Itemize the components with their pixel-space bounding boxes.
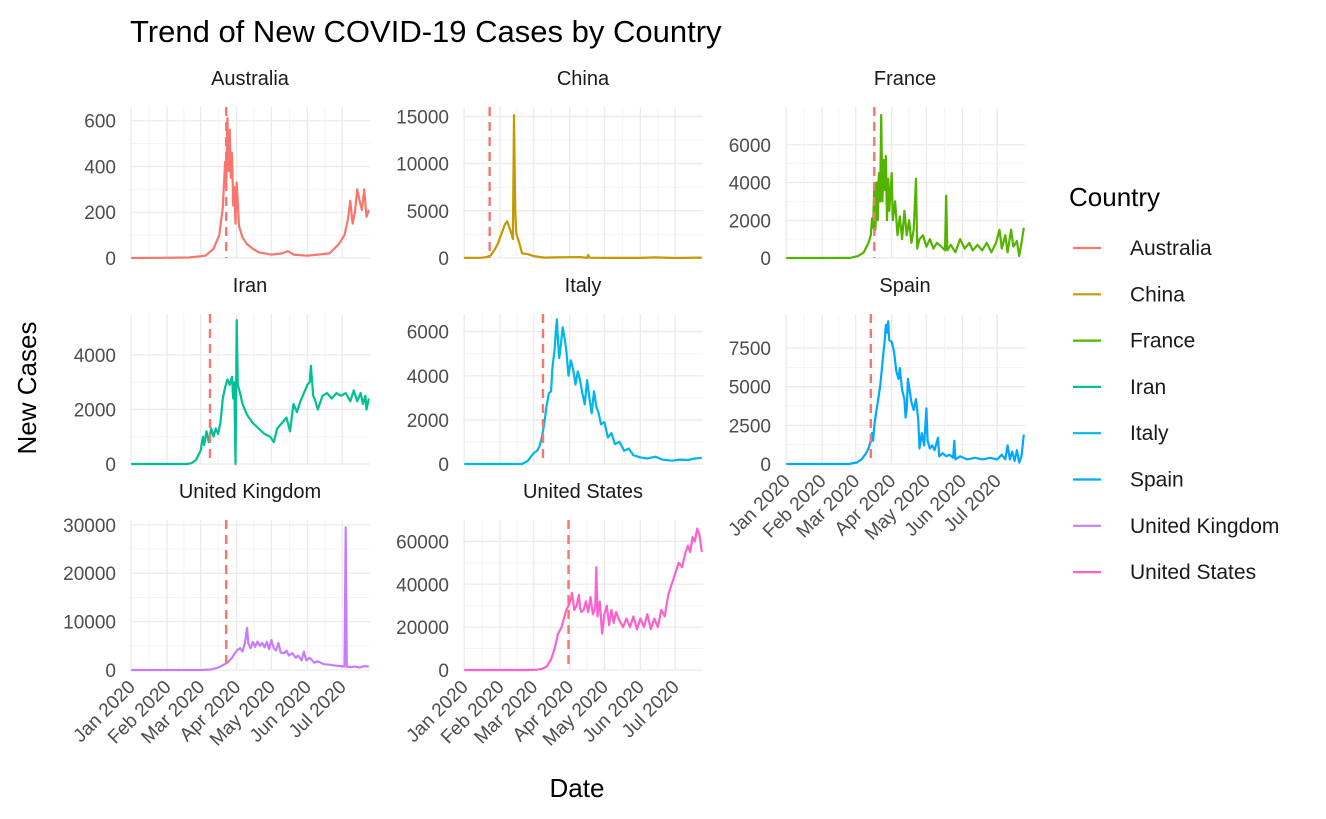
legend: Country Australia China France Iran Italy Spa… (1069, 182, 1279, 584)
y-tick-label: 20000 (63, 564, 116, 585)
panel-iran: Iran 0 2000 4000 (74, 275, 370, 476)
y-tick-label: 2000 (729, 211, 771, 232)
y-tick-label: 30000 (63, 516, 116, 537)
panel-title: Italy (565, 275, 602, 297)
panel-grid (463, 520, 703, 671)
panel-grid (463, 107, 703, 259)
panel-china: China 0 5000 10000 15000 (396, 68, 703, 270)
panel-australia: Australia 0 200 400 600 (84, 68, 370, 270)
y-tick-label: 4000 (74, 346, 116, 367)
y-tick-label: 0 (105, 661, 116, 682)
y-tick-label: 0 (438, 661, 449, 682)
series-line-spain (786, 320, 1025, 466)
y-tick-label: 200 (84, 203, 116, 224)
y-tick-label: 600 (84, 112, 116, 133)
legend-label: United States (1130, 561, 1256, 584)
legend-label: Spain (1130, 469, 1184, 492)
y-tick-label: 6000 (729, 136, 771, 157)
legend-label: Australia (1130, 237, 1212, 260)
y-tick-label: 2000 (407, 411, 449, 432)
panel-title: China (557, 68, 610, 90)
x-axis-title: Date (550, 773, 605, 803)
legend-label: Italy (1130, 422, 1169, 445)
y-tick-label: 0 (760, 455, 771, 476)
y-tick-label: 5000 (407, 202, 449, 223)
y-tick-label: 5000 (729, 378, 771, 399)
series-line-united-kingdom (131, 526, 369, 672)
y-tick-label: 0 (438, 455, 449, 476)
panel-title: Iran (233, 275, 267, 297)
panel-grid (130, 314, 370, 465)
legend-label: France (1130, 330, 1195, 353)
y-tick-label: 4000 (407, 367, 449, 388)
y-tick-label: 0 (760, 249, 771, 270)
y-tick-label: 60000 (396, 532, 449, 553)
y-tick-label: 7500 (729, 339, 771, 360)
y-tick-label: 400 (84, 157, 116, 178)
y-tick-label: 40000 (396, 575, 449, 596)
y-tick-label: 20000 (396, 618, 449, 639)
panel-grid (463, 314, 703, 465)
y-tick-label: 0 (105, 249, 116, 270)
y-tick-label: 15000 (396, 107, 449, 128)
panel-title: France (874, 68, 936, 90)
y-tick-label: 2000 (74, 400, 116, 421)
y-tick-label: 0 (105, 455, 116, 476)
legend-label: Iran (1130, 376, 1166, 399)
chart-title: Trend of New COVID-19 Cases by Country (130, 14, 722, 49)
series-line-italy (464, 318, 702, 466)
panel-grid (785, 107, 1025, 259)
y-axis-title: New Cases (12, 322, 42, 455)
panel-title: Spain (879, 275, 930, 297)
legend-items: Australia China France Iran Italy Spain United… (1073, 237, 1279, 584)
y-tick-label: 4000 (729, 174, 771, 195)
panel-grid (130, 107, 370, 259)
series-line-iran (131, 319, 370, 466)
series-line-china (464, 114, 702, 260)
facet-panels: Australia 0 200 400 600 China 0 5000 10000 15000 F… (63, 68, 1025, 751)
series-line-france (786, 113, 1025, 260)
panel-grid (785, 314, 1025, 465)
legend-title: Country (1069, 182, 1160, 212)
y-tick-label: 2500 (729, 416, 771, 437)
y-tick-label: 0 (438, 249, 449, 270)
panel-title: United States (523, 481, 643, 503)
panel-france: France 0 2000 4000 6000 (729, 68, 1025, 270)
series-line-united-states (464, 527, 703, 672)
panel-grid (130, 520, 370, 671)
series-line-australia (131, 117, 370, 260)
legend-label: China (1130, 283, 1185, 306)
panel-title: Australia (211, 68, 290, 90)
panel-italy: Italy 0 2000 4000 6000 (407, 275, 703, 476)
y-tick-label: 10000 (63, 613, 116, 634)
y-tick-label: 6000 (407, 323, 449, 344)
legend-label: United Kingdom (1130, 515, 1279, 538)
panel-title: United Kingdom (179, 481, 321, 503)
y-tick-label: 10000 (396, 155, 449, 176)
